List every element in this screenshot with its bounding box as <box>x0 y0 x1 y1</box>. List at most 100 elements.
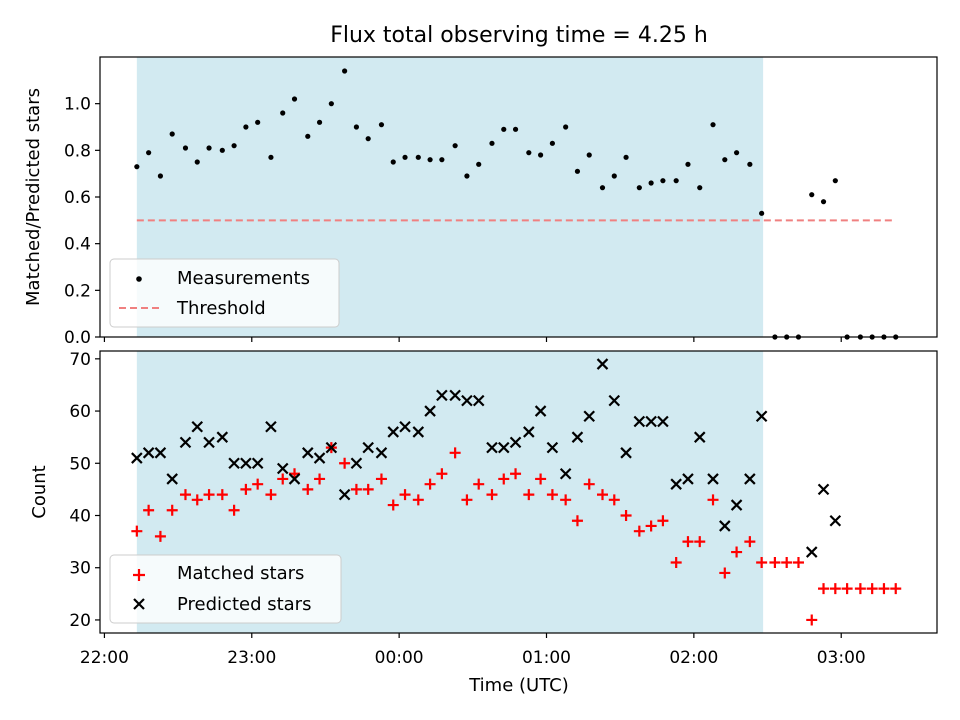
y-tick-label: 20 <box>69 611 91 631</box>
matched-star-point <box>203 489 215 501</box>
matched-star-point <box>657 515 669 527</box>
predicted-star-point <box>228 457 240 470</box>
predicted-star-point <box>276 462 289 475</box>
matched-star-point <box>449 447 461 459</box>
predicted-star-point <box>559 467 572 480</box>
predicted-star-point <box>350 457 363 470</box>
predicted-star-point <box>744 473 756 485</box>
measurement-point <box>820 199 827 205</box>
x-axis-ticks: 22:00 23:00 00:00 01:00 02:00 03:00 <box>80 633 866 668</box>
y-tick-label: 30 <box>69 559 91 579</box>
predicted-star-point <box>633 415 646 428</box>
count-panel: 20 30 40 50 60 70 22:00 23:00 00:00 01:00 02:00 03… <box>29 350 938 696</box>
predicted-star-point <box>509 436 522 449</box>
matched-star-point <box>473 478 485 490</box>
legend-box <box>109 258 340 328</box>
matched-star-point <box>486 489 498 501</box>
predicted-star-point <box>412 426 425 438</box>
matched-star-point <box>424 478 436 490</box>
matched-star-point <box>608 494 620 506</box>
matched-star-point <box>216 489 228 501</box>
predicted-star-point <box>670 478 682 490</box>
predicted-star-point <box>583 410 596 423</box>
predicted-star-point <box>472 394 485 407</box>
measurement-point <box>832 178 838 184</box>
matched-star-point <box>633 525 645 537</box>
predicted-star-point <box>166 473 178 485</box>
x-tick-label: 01:00 <box>522 648 571 668</box>
predicted-star-point <box>571 431 584 443</box>
predicted-star-point <box>755 410 768 423</box>
predicted-star-point <box>338 488 351 501</box>
matched-star-point <box>571 515 583 527</box>
legend-predicted-marker <box>133 598 145 610</box>
measurement-point <box>611 173 617 179</box>
measurement-point <box>146 150 152 156</box>
measurement-point <box>194 159 200 165</box>
measurement-point <box>231 143 237 149</box>
predicted-star-point <box>682 473 694 485</box>
legend: Measurements Threshold <box>109 258 340 328</box>
y-axis-label: Count <box>29 465 50 518</box>
predicted-star-point <box>216 431 229 443</box>
measurement-point <box>549 140 555 146</box>
predicted-star-point <box>829 514 842 527</box>
predicted-star-point <box>805 546 818 558</box>
measurement-point <box>157 173 164 179</box>
predicted-star-point <box>251 457 264 470</box>
matched-star-point <box>806 614 818 626</box>
y-tick-label: 50 <box>69 454 91 474</box>
matched-star-point <box>560 494 572 506</box>
legend-measurements-marker <box>136 276 142 282</box>
matched-star-point <box>878 583 890 595</box>
measurement-point <box>427 157 433 163</box>
matched-star-point <box>841 583 853 595</box>
predicted-star-point <box>693 431 706 443</box>
matched-star-point <box>179 489 191 501</box>
predicted-star-point <box>131 452 143 464</box>
measurement-point <box>219 147 225 153</box>
measurement-point <box>489 140 495 146</box>
legend-matched-label: Matched stars <box>177 563 304 584</box>
measurement-point <box>378 122 385 128</box>
matched-star-point <box>510 468 522 480</box>
predicted-star-point <box>523 426 535 438</box>
plot-frame <box>99 350 938 634</box>
y-tick-label: 60 <box>69 402 91 422</box>
predicted-star-point <box>817 483 830 496</box>
measurement-point <box>134 164 140 170</box>
matched-star-point <box>731 546 743 558</box>
measurement-point <box>476 161 482 167</box>
matched-star-point <box>583 478 595 490</box>
predicted-star-point <box>719 520 731 532</box>
matched-star-point <box>792 557 804 568</box>
measurement-point <box>759 210 765 216</box>
measurement-point <box>439 157 445 163</box>
matched-star-point <box>620 510 632 521</box>
predicted-star-point <box>179 436 192 449</box>
measurement-point <box>512 126 519 132</box>
x-axis-label: Time (UTC) <box>468 675 569 696</box>
ratio-panel: 0.0 0.2 0.4 0.6 0.8 1.0 Matched/Predicted sta… <box>23 56 938 348</box>
measurement-point <box>169 131 175 137</box>
measurement-point <box>415 154 421 160</box>
predicted-star-point <box>707 473 719 485</box>
y-tick-label: 1.0 <box>64 95 91 115</box>
predicted-star-point <box>362 441 374 454</box>
matched-star-point <box>829 583 841 595</box>
predicted-star-point <box>461 394 473 407</box>
matched-star-point <box>131 525 143 537</box>
matched-star-point <box>154 530 166 542</box>
matched-star-point <box>818 583 830 595</box>
measurement-point <box>305 133 311 139</box>
matched-star-point <box>769 557 781 568</box>
predicted-star-point <box>325 441 338 454</box>
legend: Matched stars Predicted stars <box>109 554 342 624</box>
matched-star-point <box>436 468 448 480</box>
x-tick-label: 23:00 <box>227 648 276 668</box>
measurement-point <box>464 173 470 179</box>
x-tick-label: 00:00 <box>375 648 424 668</box>
measurement-point <box>685 161 691 167</box>
y-tick-label: 0.2 <box>64 281 91 301</box>
matched-star-point <box>781 557 793 568</box>
